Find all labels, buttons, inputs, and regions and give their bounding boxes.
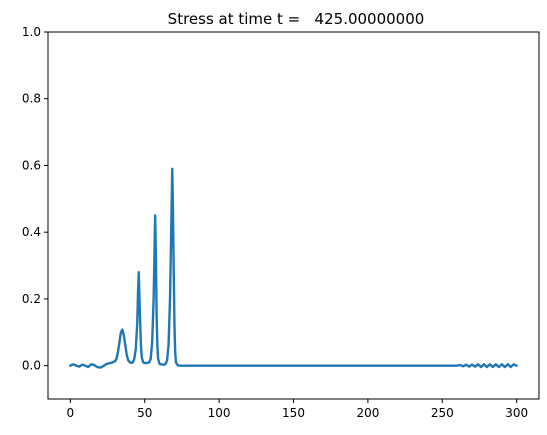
plot-area — [69, 167, 518, 369]
y-axis: 0.0 0.2 0.4 0.6 0.8 1.0 — [22, 25, 48, 373]
chart-title: Stress at time t = 425.00000000 — [168, 10, 425, 28]
x-tick-label: 300 — [505, 406, 528, 420]
x-tick-label: 200 — [356, 406, 379, 420]
series-line-0 — [69, 167, 518, 369]
x-tick-label: 250 — [431, 406, 454, 420]
y-tick-label: 1.0 — [22, 25, 41, 39]
y-tick-label: 0.6 — [22, 158, 41, 172]
y-tick-label: 0.0 — [22, 359, 41, 373]
x-axis: 0 50 100 150 200 250 300 — [66, 399, 528, 420]
y-tick-label: 0.8 — [22, 92, 41, 106]
x-tick-label: 100 — [208, 406, 231, 420]
x-tick-label: 0 — [66, 406, 74, 420]
x-tick-label: 150 — [282, 406, 305, 420]
x-tick-label: 50 — [137, 406, 152, 420]
y-tick-label: 0.4 — [22, 225, 41, 239]
y-tick-label: 0.2 — [22, 292, 41, 306]
